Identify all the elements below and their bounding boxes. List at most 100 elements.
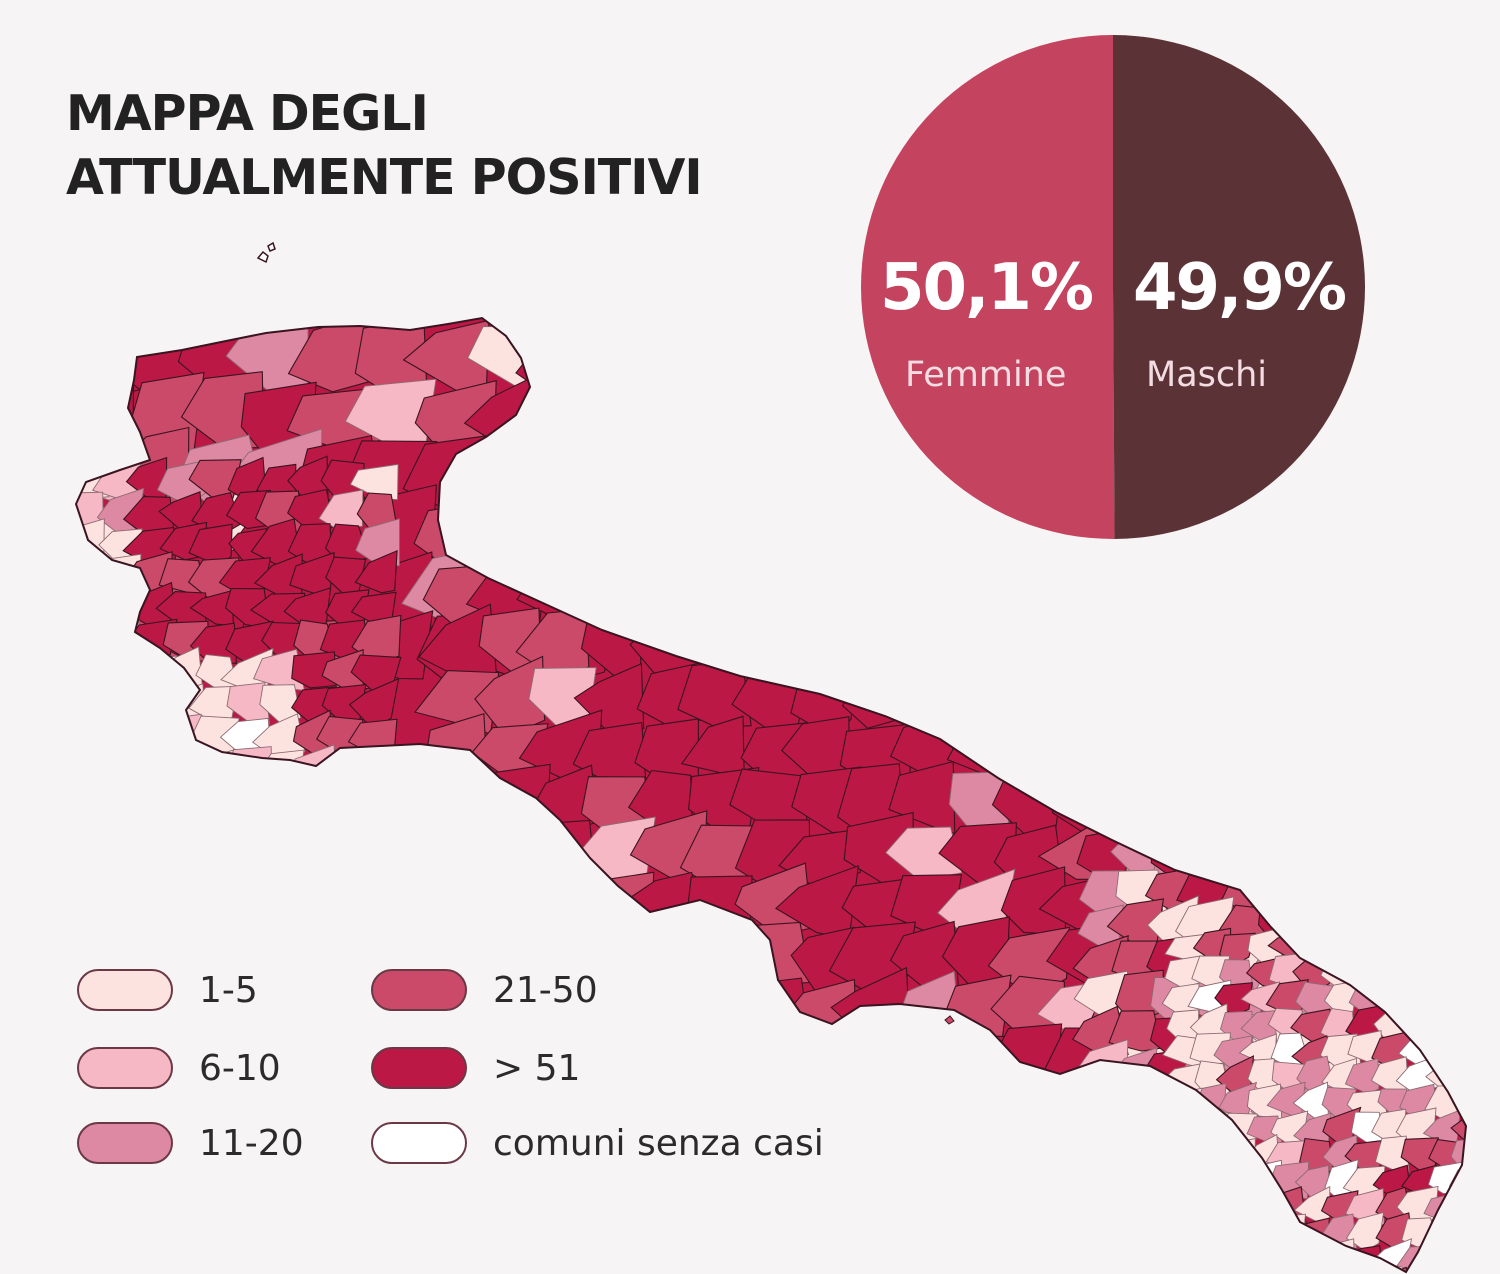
municipality <box>672 977 755 1045</box>
municipality <box>1103 768 1172 829</box>
municipality <box>227 746 273 786</box>
legend-item-21-50: 21-50 <box>371 962 598 1018</box>
municipality <box>637 920 706 994</box>
municipality <box>76 556 113 595</box>
legend-item-6-10: 6-10 <box>77 1040 281 1096</box>
municipality <box>100 713 141 761</box>
municipality <box>1402 1269 1439 1272</box>
municipality <box>1293 1268 1334 1272</box>
municipality <box>76 717 112 758</box>
municipality <box>984 612 1072 686</box>
municipality <box>1048 565 1119 625</box>
municipality <box>1191 1215 1232 1252</box>
municipality <box>1217 1239 1257 1272</box>
municipality <box>76 779 109 820</box>
region-outline <box>74 316 1468 1274</box>
municipality <box>1292 834 1346 878</box>
municipality <box>1397 930 1438 969</box>
municipality <box>91 776 143 828</box>
municipality <box>519 819 596 889</box>
femmine-percent: 50,1% <box>880 251 1094 325</box>
municipality <box>1216 833 1272 873</box>
municipality <box>1422 979 1466 1020</box>
legend-swatch <box>371 1047 467 1089</box>
municipality <box>76 367 135 456</box>
municipality <box>1424 957 1465 993</box>
municipality <box>122 783 169 828</box>
municipality <box>1242 1240 1282 1272</box>
municipality <box>1141 1079 1194 1128</box>
municipality <box>356 775 399 823</box>
municipality <box>1101 664 1175 741</box>
municipality <box>1375 1266 1411 1272</box>
municipality <box>422 773 489 832</box>
municipality <box>76 318 144 401</box>
municipality <box>1299 1240 1331 1272</box>
municipality <box>792 552 864 625</box>
municipality <box>1243 1213 1279 1254</box>
municipality <box>1376 954 1412 994</box>
municipality <box>76 654 112 692</box>
municipality <box>1351 929 1386 969</box>
municipality <box>619 1019 697 1095</box>
legend-label: 21-50 <box>493 969 598 1011</box>
municipality <box>1000 552 1071 628</box>
municipality <box>936 659 1013 741</box>
municipality <box>1195 1243 1230 1272</box>
municipality <box>76 686 112 726</box>
municipality <box>1394 955 1436 994</box>
municipality <box>522 875 595 943</box>
municipality <box>1325 1262 1361 1272</box>
tremiti-islands <box>256 241 276 264</box>
municipality <box>1320 928 1361 966</box>
municipality <box>1042 604 1122 682</box>
municipality <box>1454 1003 1466 1040</box>
municipality <box>677 1029 759 1103</box>
municipality <box>1264 1264 1310 1272</box>
municipality <box>76 618 140 687</box>
municipality <box>835 1034 910 1096</box>
municipality <box>1164 1087 1203 1120</box>
municipality <box>1454 952 1466 993</box>
municipality <box>289 777 336 824</box>
municipality <box>1256 826 1301 877</box>
title-line-2: ATTUALMENTE POSITIVI <box>66 149 703 206</box>
municipality <box>894 559 959 622</box>
municipality <box>98 651 144 695</box>
municipality <box>936 1033 1009 1099</box>
municipality <box>125 751 174 789</box>
municipality <box>672 564 756 637</box>
municipality <box>222 783 267 823</box>
municipality <box>1218 1212 1258 1249</box>
municipality <box>1193 1163 1232 1199</box>
femmine-label: Femmine <box>905 355 1067 395</box>
municipality <box>1271 1237 1306 1272</box>
municipality <box>347 748 396 792</box>
municipality <box>1450 1106 1466 1150</box>
municipality <box>945 612 1014 684</box>
municipality <box>620 972 702 1049</box>
municipality <box>1343 1245 1384 1272</box>
municipality <box>76 618 109 666</box>
municipality <box>457 444 555 509</box>
municipality <box>728 558 808 633</box>
municipality <box>131 717 178 758</box>
municipality <box>1448 1242 1466 1272</box>
municipality <box>455 484 555 578</box>
municipality <box>781 1031 861 1104</box>
municipality <box>724 977 811 1046</box>
legend-swatch <box>371 1122 467 1164</box>
municipality <box>76 518 105 563</box>
municipality <box>1162 1110 1205 1148</box>
municipality <box>739 602 813 682</box>
maschi-label: Maschi <box>1146 355 1268 395</box>
municipality <box>1420 931 1460 960</box>
municipality <box>125 655 178 693</box>
municipality <box>1160 1219 1203 1253</box>
municipality <box>187 748 241 792</box>
municipality <box>1451 925 1466 962</box>
municipality <box>888 620 967 684</box>
municipality <box>253 774 303 827</box>
legend-label: 6-10 <box>199 1047 281 1089</box>
